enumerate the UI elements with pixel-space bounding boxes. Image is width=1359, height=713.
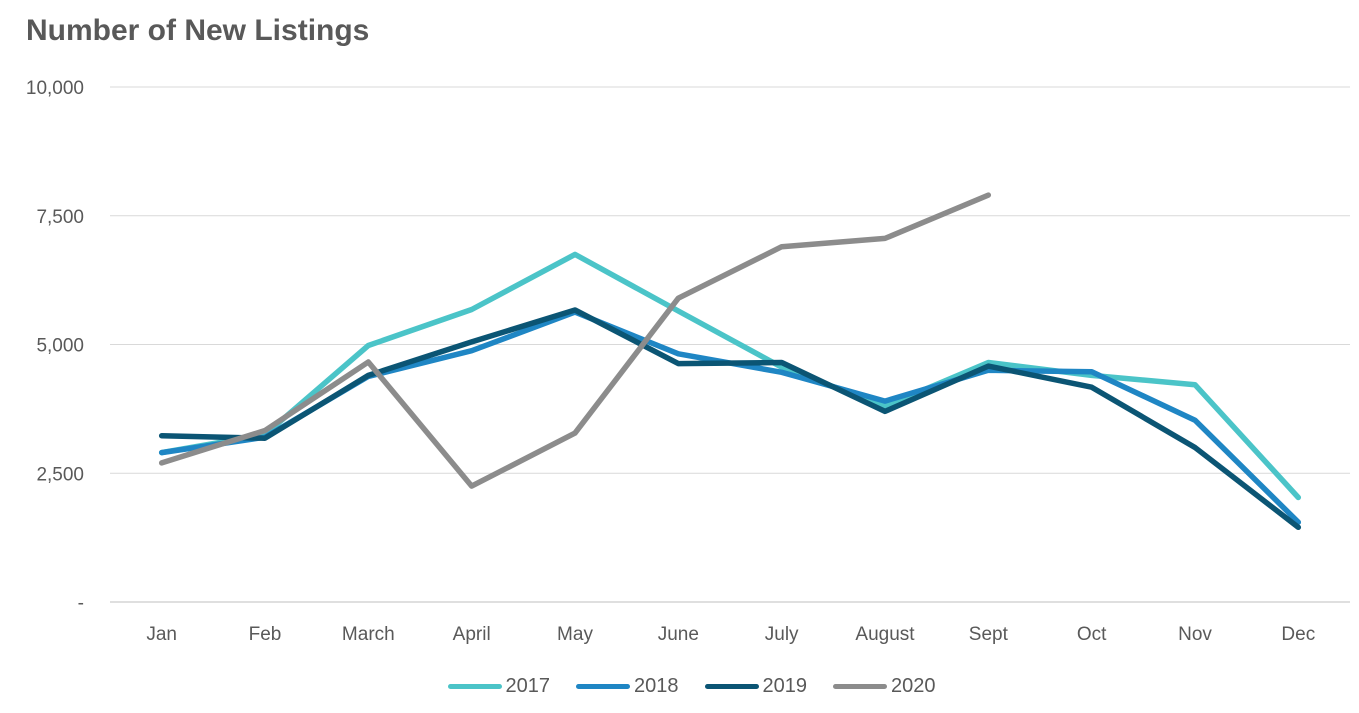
x-tick-label: May xyxy=(557,624,593,645)
legend-swatch xyxy=(704,683,759,689)
legend-item-2018: 2018 xyxy=(576,675,679,698)
x-tick-label: Sept xyxy=(969,624,1009,645)
legend-swatch xyxy=(833,683,887,689)
legend-item-2017: 2017 xyxy=(447,674,551,698)
x-tick-label: June xyxy=(658,624,699,645)
x-tick-label: Oct xyxy=(1077,624,1107,645)
y-tick-label: 7,500 xyxy=(36,207,84,228)
chart-title: Number of New Listings xyxy=(26,14,370,47)
legend-swatch xyxy=(447,683,502,689)
legend-label: 2020 xyxy=(891,674,936,697)
series-line-2018 xyxy=(158,309,1302,525)
x-tick-label: April xyxy=(453,624,491,645)
series-lines xyxy=(158,192,1302,531)
legend-label: 2017 xyxy=(505,674,551,697)
x-tick-label: Dec xyxy=(1281,624,1315,645)
y-tick-label: 2,500 xyxy=(36,464,84,485)
x-tick-label: July xyxy=(765,624,799,645)
series-line-2017 xyxy=(158,251,1302,501)
chart-legend: 2017 2018 2019 2020 xyxy=(0,672,1359,700)
x-axis-tick-labels: Jan Feb March April May June July August Sept Oct… xyxy=(146,624,1315,645)
legend-item-2020: 2020 xyxy=(833,675,936,698)
y-axis-tick-labels: - 2,500 5,000 7,500 10,000 xyxy=(26,78,84,614)
y-tick-label: 10,000 xyxy=(26,78,84,99)
series-line-2019 xyxy=(158,307,1302,531)
legend-label: 2018 xyxy=(634,674,679,697)
x-tick-label: Nov xyxy=(1178,624,1212,645)
x-tick-label: August xyxy=(855,624,915,645)
gridlines xyxy=(110,86,1350,603)
legend-item-2019: 2019 xyxy=(704,674,808,698)
legend-swatch xyxy=(576,683,630,689)
y-tick-label: 5,000 xyxy=(36,336,84,357)
series-line-2020 xyxy=(158,192,992,489)
x-tick-label: Feb xyxy=(249,624,282,645)
legend-label: 2019 xyxy=(762,674,808,697)
y-tick-label: - xyxy=(78,593,84,614)
x-tick-label: March xyxy=(342,624,395,645)
x-tick-label: Jan xyxy=(146,624,177,645)
